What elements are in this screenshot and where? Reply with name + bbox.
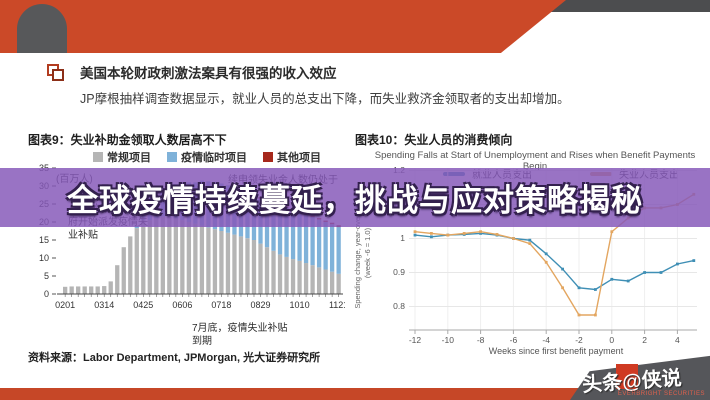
svg-text:-2: -2 <box>575 335 583 345</box>
watermark-red-logo <box>616 364 638 389</box>
svg-text:0829: 0829 <box>250 300 270 310</box>
overlap-squares-icon <box>47 64 64 81</box>
chart9-title: 图表9：失业补助金领取人数居高不下 <box>28 133 227 147</box>
legend-label: 其他项目 <box>277 152 321 164</box>
legend-item: 疫情临时项目 <box>167 149 247 165</box>
watermark-sub-text: EVERBRIGHT SECURITIES <box>617 391 705 397</box>
svg-text:0314: 0314 <box>94 300 114 310</box>
svg-text:0718: 0718 <box>211 300 231 310</box>
chart9-annotation-july: 7月底，疫情失业补贴到期 <box>192 323 288 347</box>
headline-banner: 全球疫情持续蔓延，挑战与应对策略揭秘 <box>0 168 710 227</box>
top-right-gray-strip <box>548 0 710 12</box>
svg-text:0201: 0201 <box>55 300 75 310</box>
svg-text:1010: 1010 <box>290 300 310 310</box>
header-arch-shape <box>17 4 67 53</box>
intro-body: JP摩根抽样调查数据显示，就业人员的总支出下降，而失业救济金领取者的支出却增加。 <box>80 92 570 106</box>
svg-text:-6: -6 <box>510 335 518 345</box>
svg-text:-4: -4 <box>542 335 550 345</box>
legend-label: 疫情临时项目 <box>181 152 247 164</box>
svg-text:-12: -12 <box>409 335 422 345</box>
watermark: 头条@侠说 EVERBRIGHT SECURITIES <box>570 352 710 400</box>
svg-text:Weeks since first benefit paym: Weeks since first benefit payment <box>489 346 624 356</box>
headline-text: 全球疫情持续蔓延，挑战与应对策略揭秘 <box>67 183 643 218</box>
svg-text:1: 1 <box>400 233 405 243</box>
legend-swatch <box>263 152 273 162</box>
svg-text:1121: 1121 <box>329 300 345 310</box>
svg-text:0.8: 0.8 <box>393 301 405 311</box>
legend-swatch <box>167 152 177 162</box>
source-line: 资料来源：Labor Department, JPMorgan, 光大证券研究所 <box>28 352 321 364</box>
header-orange-band <box>0 0 566 53</box>
legend-swatch <box>93 152 103 162</box>
svg-text:-8: -8 <box>477 335 485 345</box>
svg-text:-10: -10 <box>442 335 455 345</box>
svg-text:0606: 0606 <box>172 300 192 310</box>
legend-item: 其他项目 <box>263 149 321 165</box>
chart10-title: 图表10：失业人员的消费倾向 <box>355 133 513 147</box>
chart9-legend: 常规项目 疫情临时项目 其他项目 <box>93 149 321 165</box>
chart10-subtitle: Spending Falls at Start of Unemployment … <box>374 150 696 172</box>
svg-text:0: 0 <box>609 335 614 345</box>
intro-title: 美国本轮财政刺激法案具有很强的收入效应 <box>80 66 337 81</box>
svg-text:0.9: 0.9 <box>393 267 405 277</box>
svg-text:5: 5 <box>44 271 49 281</box>
svg-text:2: 2 <box>642 335 647 345</box>
svg-text:0425: 0425 <box>133 300 153 310</box>
svg-text:0: 0 <box>44 289 49 299</box>
svg-text:4: 4 <box>675 335 680 345</box>
svg-text:10: 10 <box>39 253 49 263</box>
legend-item: 常规项目 <box>93 149 151 165</box>
legend-label: 常规项目 <box>107 152 151 164</box>
svg-text:15: 15 <box>39 235 49 245</box>
bottom-orange-bar <box>0 388 710 400</box>
